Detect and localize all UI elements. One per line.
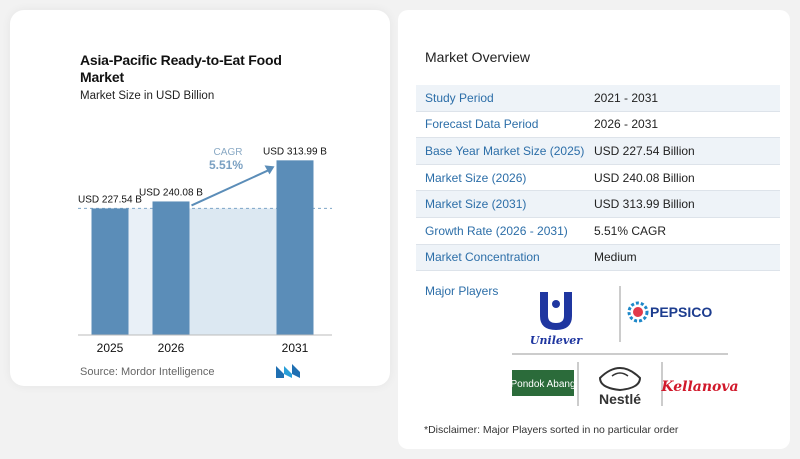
cagr-label: CAGR [214, 147, 243, 158]
x-tick-label: 2025 [97, 341, 124, 355]
major-players-label: Major Players [425, 284, 499, 298]
player-name: Nestlé [599, 391, 641, 407]
overview-row: Growth Rate (2026 - 2031) 5.51% CAGR [416, 218, 780, 245]
bar-2026 [152, 201, 190, 335]
overview-key: Study Period [425, 90, 494, 105]
player-name: Pondok Abang [510, 379, 575, 390]
overview-table: Study Period 2021 - 2031 Forecast Data Pe… [416, 85, 780, 272]
cagr-value: 5.51% [209, 158, 243, 172]
growth-region [189, 208, 277, 335]
overview-key: Market Size (2031) [425, 197, 527, 212]
major-players-logos: Unilever PEPSICO Pondok Abang Nestlé Kel… [510, 286, 739, 407]
data-label: USD 227.54 B [78, 194, 142, 205]
player-name: PEPSICO [650, 304, 712, 320]
overview-row: Base Year Market Size (2025) USD 227.54 B… [416, 138, 780, 165]
player-name: Kellanova [660, 379, 738, 395]
overview-value: 5.51% CAGR [594, 223, 667, 238]
cagr-arrow [191, 168, 271, 207]
overview-value: 2021 - 2031 [594, 90, 659, 105]
bar-2031 [276, 160, 314, 335]
overview-value: USD 227.54 Billion [594, 143, 695, 158]
overview-value: USD 240.08 Billion [594, 170, 695, 185]
bar-chart: USD 227.54 B 2025 USD 240.08 B 2026 USD 313.… [78, 146, 332, 355]
pondok-abang-logo-icon: Pondok Abang [510, 370, 576, 396]
nestle-logo-icon: Nestlé [599, 367, 641, 407]
kellanova-logo-icon: Kellanova [660, 379, 738, 395]
overview-key: Forecast Data Period [425, 117, 539, 132]
overview-row: Forecast Data Period 2026 - 2031 [416, 112, 780, 139]
player-name: Unilever [530, 334, 583, 347]
x-tick-label: 2031 [282, 341, 309, 355]
overview-key: Market Concentration [425, 250, 540, 265]
overview-value: Medium [594, 250, 637, 265]
data-label: USD 313.99 B [263, 146, 327, 157]
chart-subtitle: Market Size in USD Billion [80, 90, 215, 102]
disclaimer-text: *Disclaimer: Major Players sorted in no … [424, 424, 679, 436]
bar-2025 [91, 208, 129, 335]
pepsico-logo-icon: PEPSICO [627, 301, 712, 323]
overview-key: Growth Rate (2026 - 2031) [425, 223, 568, 238]
overview-row: Market Concentration Medium [416, 244, 780, 272]
overview-card [398, 10, 790, 449]
chart-title: Asia-Pacific Ready-to-Eat Food Market [80, 52, 282, 85]
overview-row: Study Period 2021 - 2031 [416, 85, 780, 112]
overview-key: Base Year Market Size (2025) [425, 143, 585, 158]
overview-row: Market Size (2031) USD 313.99 Billion [416, 191, 780, 218]
overview-row: Market Size (2026) USD 240.08 Billion [416, 165, 780, 192]
overview-value: USD 313.99 Billion [594, 197, 695, 212]
unilever-logo-icon: Unilever [530, 292, 583, 347]
overview-value: 2026 - 2031 [594, 117, 659, 132]
cagr-arrow-head [264, 165, 275, 175]
x-tick-label: 2026 [158, 341, 185, 355]
data-label: USD 240.08 B [139, 187, 203, 198]
overview-title: Market Overview [425, 49, 531, 65]
gap-region [128, 208, 153, 335]
source-text: Source: Mordor Intelligence [80, 366, 215, 378]
overview-key: Market Size (2026) [425, 170, 527, 185]
mordor-logo-icon [276, 364, 300, 378]
